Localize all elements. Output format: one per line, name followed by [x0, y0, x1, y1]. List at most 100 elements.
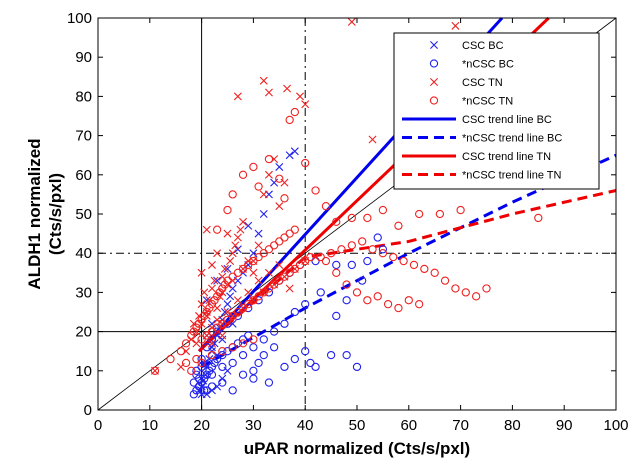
point-series3-89 — [394, 221, 403, 230]
x-axis-label: uPAR normalized (Cts/s/pxl) — [244, 439, 470, 458]
point-series1-68 — [316, 288, 325, 297]
x-tick-label-10: 100 — [603, 417, 628, 434]
point-series0-18 — [249, 249, 258, 258]
point-series3-55 — [326, 249, 336, 258]
point-series1-9 — [212, 354, 222, 364]
point-series3-28 — [275, 237, 284, 246]
point-series1-53 — [202, 386, 211, 395]
point-series1-52 — [194, 374, 204, 383]
legend-label-0: CSC BC — [462, 40, 504, 52]
point-series1-34 — [233, 311, 243, 321]
point-series3-52 — [301, 256, 310, 266]
legend: CSC BC *nCSC BC CSC TN *nCSC TN CSC trend li… — [393, 32, 600, 190]
point-series3-22 — [244, 260, 253, 270]
point-series3-63 — [409, 260, 419, 270]
point-series3-37 — [223, 315, 232, 324]
point-series3-81 — [290, 107, 299, 117]
point-series3-82 — [301, 158, 310, 168]
point-series3-24 — [254, 252, 263, 262]
point-series3-50 — [290, 264, 299, 274]
point-series1-59 — [218, 362, 227, 372]
point-series3-91 — [435, 209, 445, 219]
point-series3-93 — [534, 213, 543, 223]
point-series3-100 — [383, 300, 393, 309]
point-series1-23 — [306, 358, 315, 368]
point-series2-35 — [233, 92, 242, 101]
point-series3-77 — [264, 154, 274, 164]
point-series0-30 — [202, 296, 211, 305]
point-series2-53 — [368, 135, 377, 144]
point-series1-35 — [244, 303, 253, 313]
x-tick-label-0: 0 — [94, 417, 102, 434]
point-series0-42 — [200, 358, 209, 367]
point-series3-103 — [415, 300, 424, 309]
point-series0-27 — [218, 335, 227, 344]
point-series3-25 — [259, 249, 268, 258]
point-series2-64 — [275, 260, 284, 269]
point-series3-44 — [259, 288, 268, 297]
point-series3-38 — [228, 311, 237, 321]
point-series2-52 — [301, 100, 310, 109]
point-series3-19 — [228, 272, 237, 281]
point-series3-57 — [347, 241, 356, 250]
y-axis-label-line2: (Cts/s/pxl) — [46, 173, 65, 255]
point-series1-47 — [249, 374, 258, 383]
legend-label-5: *nCSC trend line BC — [462, 133, 562, 145]
point-series0-41 — [223, 366, 232, 375]
point-series1-22 — [301, 347, 310, 356]
point-series2-20 — [231, 241, 240, 250]
point-series1-50 — [218, 378, 227, 387]
legend-label-6: CSC trend line TN — [462, 151, 551, 163]
point-series1-33 — [223, 319, 232, 328]
legend-marker-2 — [430, 78, 438, 86]
point-series2-38 — [213, 249, 222, 258]
point-series1-14 — [238, 335, 248, 344]
point-series1-19 — [269, 343, 279, 352]
legend-marker-3 — [429, 96, 439, 105]
point-series1-46 — [238, 370, 248, 379]
point-series1-70 — [342, 296, 351, 305]
point-series1-32 — [212, 327, 222, 336]
point-series0-5 — [205, 355, 214, 364]
point-series3-30 — [285, 229, 294, 238]
point-series3-21 — [238, 264, 248, 274]
point-series0-3 — [201, 370, 210, 379]
point-series1-72 — [373, 233, 382, 242]
point-series0-26 — [207, 319, 216, 328]
point-series2-8 — [200, 288, 209, 297]
point-series2-40 — [207, 260, 216, 269]
point-series2-36 — [202, 225, 211, 234]
point-series3-109 — [192, 354, 201, 364]
point-series2-51 — [296, 92, 305, 101]
point-series0-33 — [233, 245, 242, 254]
point-series2-21 — [233, 233, 242, 242]
point-series1-10 — [218, 350, 227, 360]
point-series2-59 — [223, 308, 232, 316]
data-points — [150, 17, 543, 399]
point-series3-86 — [347, 213, 356, 223]
point-series3-73 — [228, 190, 237, 199]
point-series3-99 — [373, 292, 382, 301]
point-series3-66 — [440, 276, 450, 285]
point-series2-34 — [264, 88, 273, 97]
y-tick-label-6: 60 — [75, 167, 92, 184]
point-series3-95 — [332, 268, 341, 277]
point-series2-19 — [228, 249, 237, 258]
point-series1-60 — [228, 358, 237, 368]
point-series1-51 — [200, 386, 209, 395]
point-series3-34 — [207, 327, 217, 336]
point-series3-111 — [187, 366, 196, 375]
point-series3-23 — [249, 256, 258, 266]
point-series3-112 — [197, 358, 206, 368]
point-series3-97 — [352, 288, 362, 297]
point-series2-18 — [226, 257, 235, 266]
point-series2-37 — [197, 268, 206, 277]
point-series1-29 — [197, 354, 206, 364]
point-series3-74 — [238, 170, 248, 179]
point-series2-27 — [259, 190, 268, 199]
point-series2-30 — [275, 202, 284, 211]
point-series3-3 — [181, 339, 191, 348]
point-series2-16 — [220, 264, 229, 273]
legend-label-1: *nCSC BC — [462, 59, 514, 71]
point-series3-26 — [264, 245, 274, 254]
